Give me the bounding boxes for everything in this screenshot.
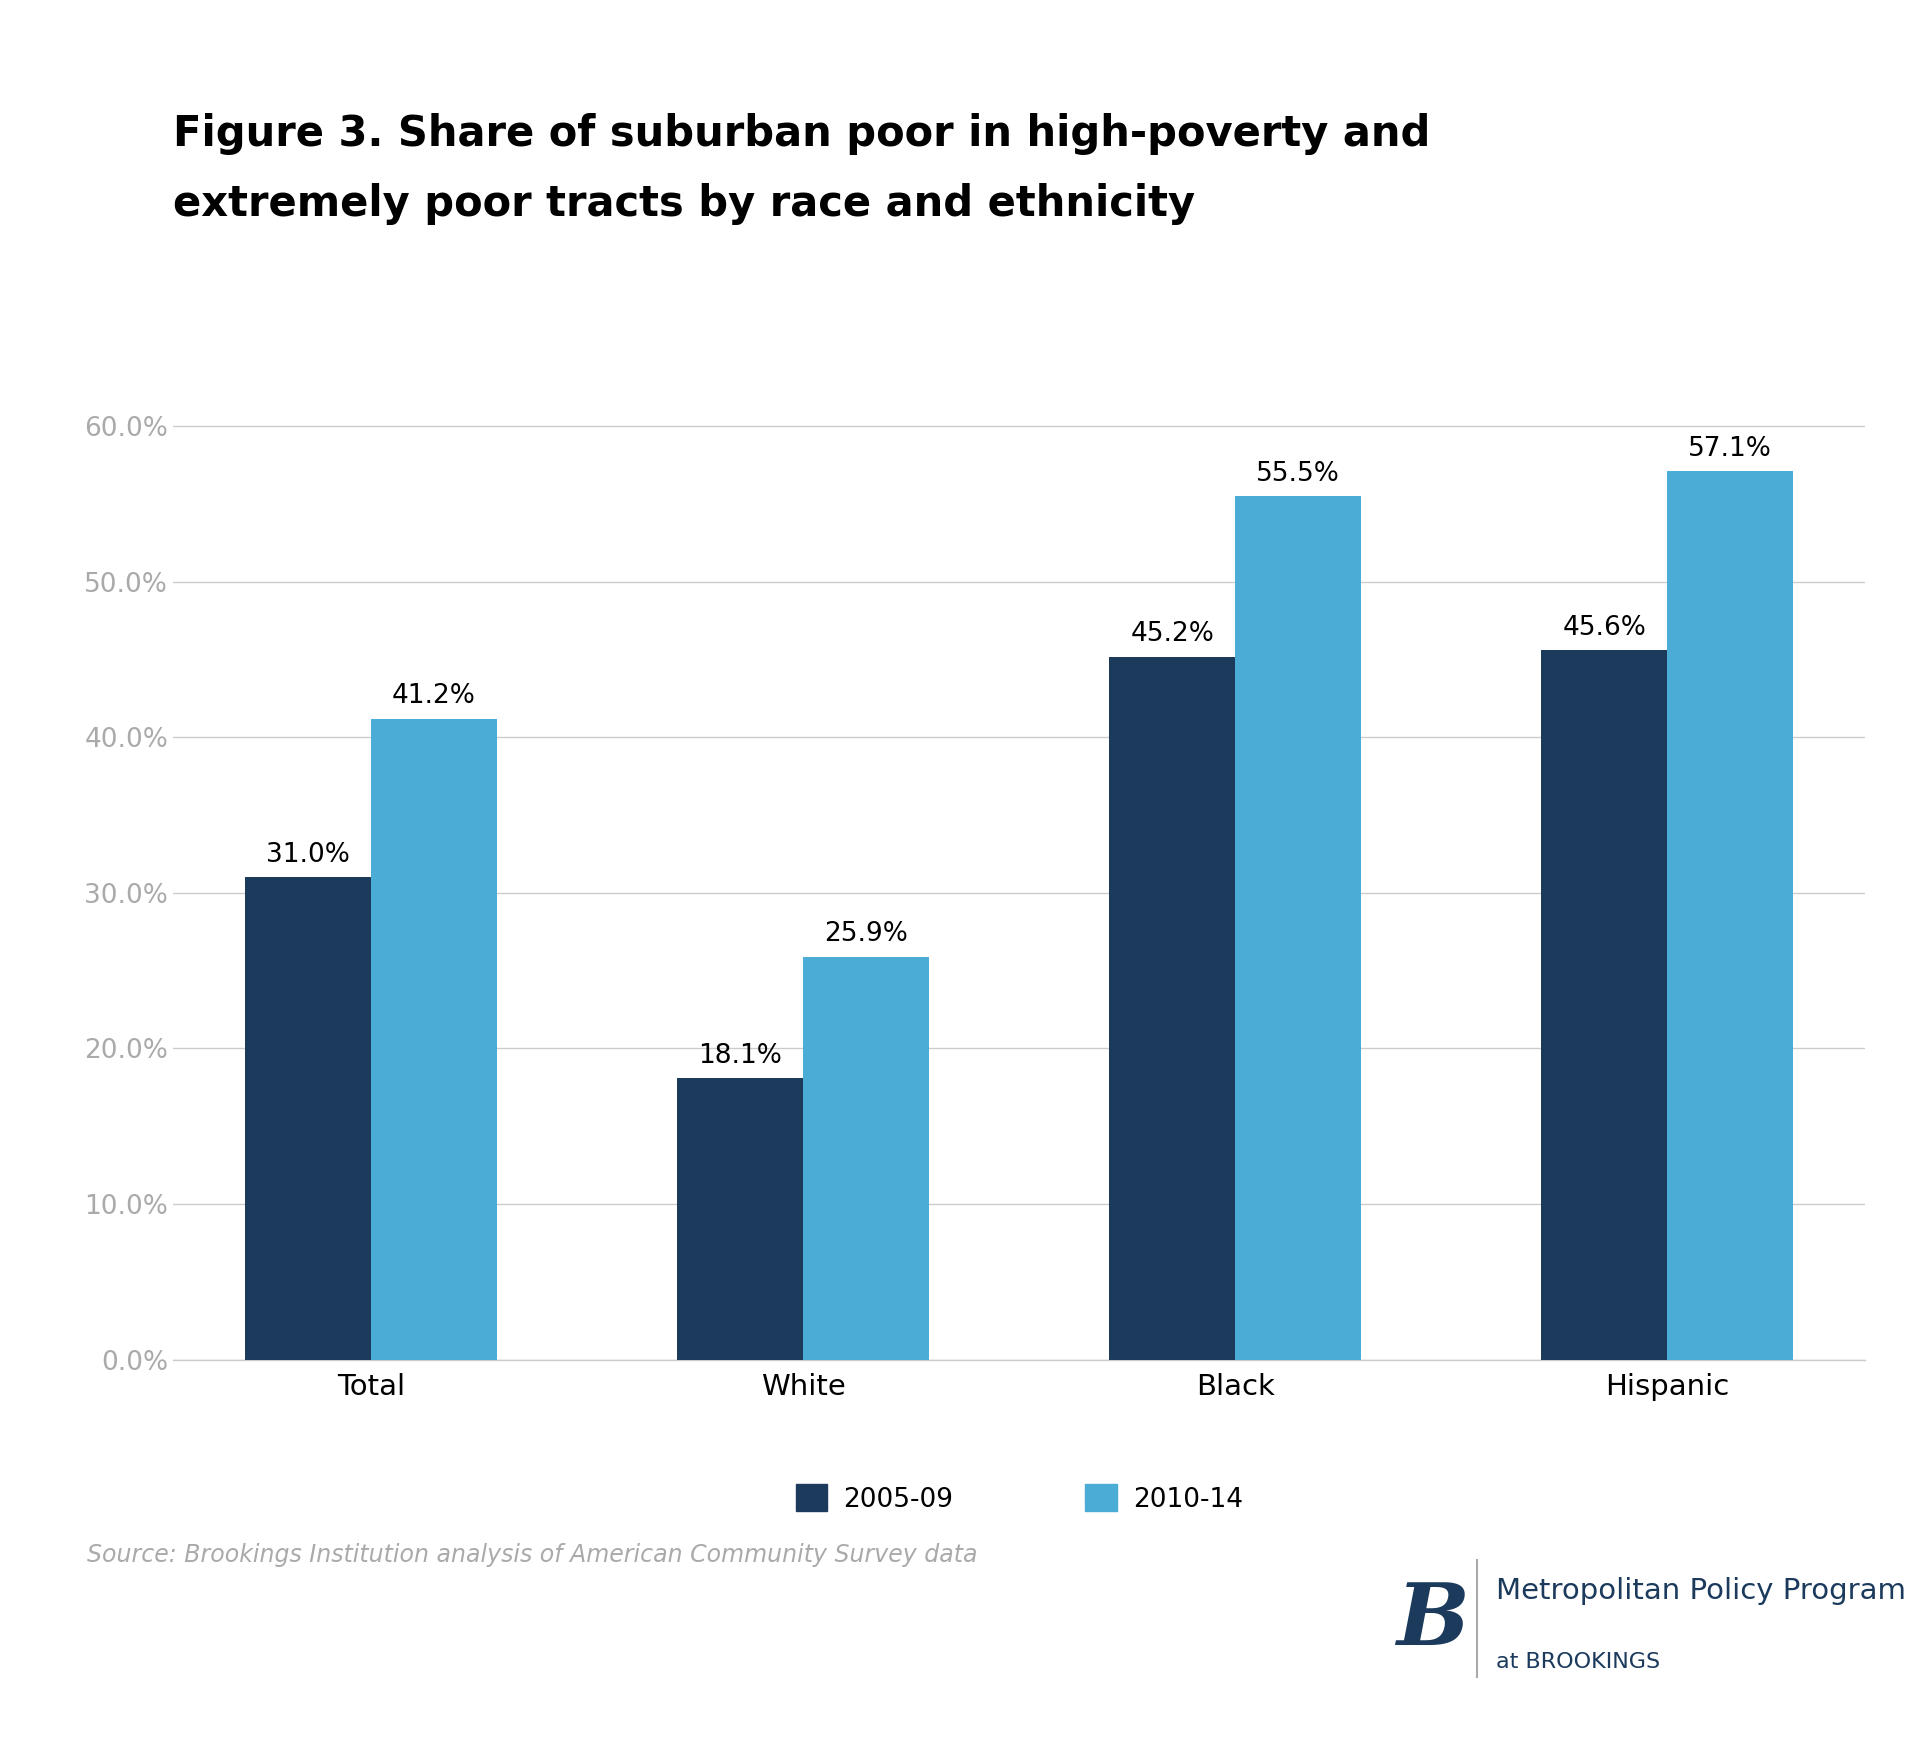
Text: Source: Brookings Institution analysis of American Community Survey data: Source: Brookings Institution analysis o…: [87, 1543, 977, 1567]
Bar: [1235, 497, 1361, 1360]
Bar: [677, 1077, 804, 1360]
Bar: [244, 877, 371, 1360]
Text: 25.9%: 25.9%: [825, 922, 908, 948]
Text: B: B: [1396, 1579, 1469, 1663]
Text: 45.6%: 45.6%: [1561, 615, 1646, 641]
Text: at BROOKINGS: at BROOKINGS: [1496, 1652, 1660, 1672]
Text: 41.2%: 41.2%: [392, 683, 477, 709]
Text: 57.1%: 57.1%: [1688, 436, 1773, 462]
Text: 31.0%: 31.0%: [265, 842, 350, 868]
Bar: [804, 957, 929, 1360]
Bar: [1667, 471, 1794, 1360]
Text: 18.1%: 18.1%: [698, 1042, 783, 1068]
Text: 45.2%: 45.2%: [1131, 621, 1213, 647]
Bar: [1540, 650, 1667, 1360]
Text: Figure 3. Share of suburban poor in high-poverty and: Figure 3. Share of suburban poor in high…: [173, 113, 1431, 155]
Text: Metropolitan Policy Program: Metropolitan Policy Program: [1496, 1577, 1906, 1605]
Bar: [371, 718, 498, 1360]
Bar: [1110, 657, 1235, 1360]
Text: extremely poor tracts by race and ethnicity: extremely poor tracts by race and ethnic…: [173, 183, 1196, 225]
Text: 55.5%: 55.5%: [1256, 460, 1340, 486]
Legend: 2005-09, 2010-14: 2005-09, 2010-14: [785, 1475, 1254, 1523]
